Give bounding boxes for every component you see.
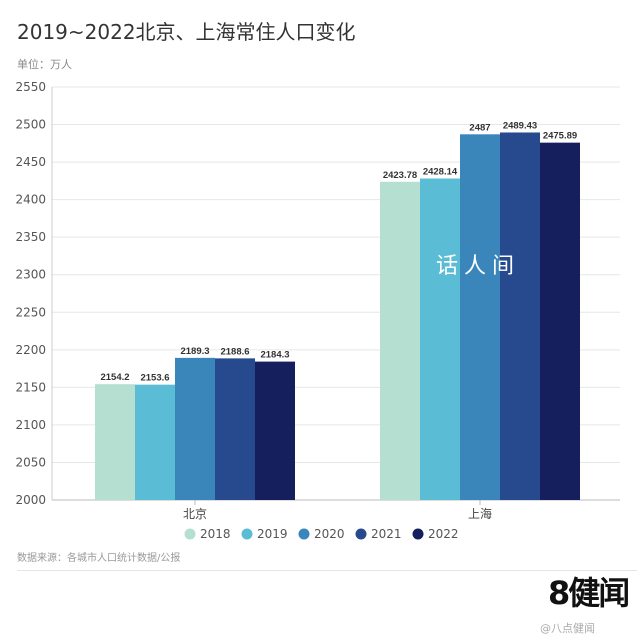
bar-2021-上海 — [500, 132, 540, 501]
y-tick-label: 2150 — [15, 380, 46, 394]
y-tick-label: 2400 — [15, 193, 46, 207]
data-label: 2188.6 — [220, 346, 249, 357]
legend-label: 2019 — [257, 527, 288, 541]
legend-label: 2021 — [371, 527, 402, 541]
bar-2018-上海 — [380, 181, 420, 501]
y-tick-label: 2300 — [15, 268, 46, 282]
x-tick-label: 北京 — [183, 507, 207, 521]
watermark: 话人间 — [436, 254, 521, 279]
bar-2018-北京 — [95, 384, 135, 500]
legend-marker — [298, 528, 310, 540]
y-tick-label: 2050 — [15, 455, 46, 469]
bar-2020-北京 — [175, 357, 215, 500]
y-tick-label: 2550 — [15, 80, 46, 94]
legend-marker — [184, 528, 196, 540]
legend-marker — [355, 528, 367, 540]
legend-label: 2022 — [428, 527, 459, 541]
logo: 8健闻 — [548, 574, 630, 612]
data-label: 2153.6 — [140, 373, 169, 384]
data-label: 2189.3 — [180, 346, 209, 357]
y-tick-label: 2100 — [15, 418, 46, 432]
source-note: 数据来源：各城市人口统计数据/公报 — [17, 553, 181, 564]
bar-2022-上海 — [540, 142, 580, 500]
data-label: 2184.3 — [260, 350, 289, 361]
data-label: 2428.14 — [423, 167, 458, 178]
y-tick-label: 2350 — [15, 230, 46, 244]
legend-label: 2020 — [314, 527, 345, 541]
bar-2019-北京 — [135, 384, 175, 500]
y-tick-label: 2200 — [15, 343, 46, 357]
watermark-account: @八点健闻 — [540, 622, 595, 635]
bar-2019-上海 — [420, 178, 460, 500]
unit-label: 单位：万人 — [17, 58, 72, 71]
data-label: 2154.2 — [100, 372, 129, 383]
legend-marker — [412, 528, 424, 540]
bar-2022-北京 — [255, 361, 295, 500]
bar-2021-北京 — [215, 358, 255, 500]
data-label: 2487 — [469, 122, 490, 133]
bar-2020-上海 — [460, 134, 500, 501]
y-tick-label: 2450 — [15, 155, 46, 169]
y-tick-label: 2250 — [15, 305, 46, 319]
y-tick-label: 2500 — [15, 118, 46, 132]
y-tick-label: 2000 — [15, 493, 46, 507]
data-label: 2489.43 — [503, 120, 537, 131]
x-tick-label: 上海 — [468, 506, 492, 521]
divider — [17, 570, 637, 571]
data-label: 2475.89 — [543, 131, 577, 142]
legend-marker — [241, 528, 253, 540]
chart-title: 2019~2022北京、上海常住人口变化 — [17, 20, 356, 44]
legend-label: 2018 — [200, 527, 231, 541]
data-label: 2423.78 — [383, 170, 417, 181]
